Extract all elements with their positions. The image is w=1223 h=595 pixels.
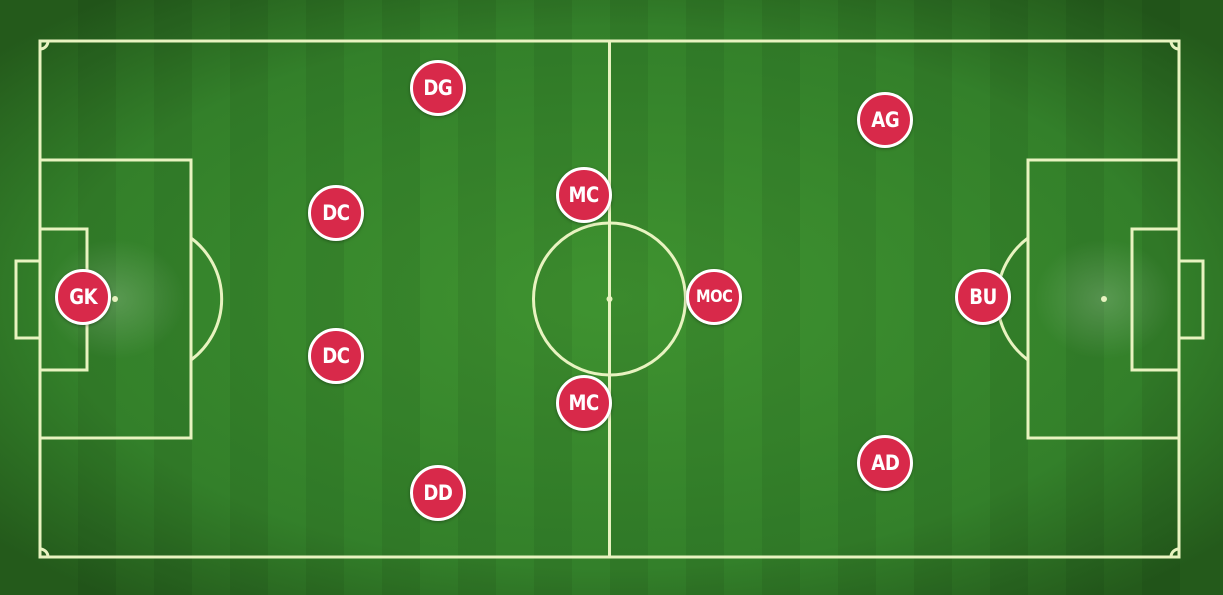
player-token-ag[interactable]: AG [857, 92, 913, 148]
player-token-mc-top[interactable]: MC [556, 167, 612, 223]
corner-arc-bottom-left [39, 547, 50, 558]
player-token-mc-bottom[interactable]: MC [556, 375, 612, 431]
grass-stripe [914, 0, 952, 595]
corner-arc-top-left [39, 40, 50, 51]
player-label: GK [69, 284, 97, 309]
left-penalty-arc [190, 236, 224, 362]
grass-stripe [838, 0, 876, 595]
corner-arc-top-right [1169, 40, 1180, 51]
grass-stripes [78, 0, 1180, 595]
player-token-dd[interactable]: DD [410, 465, 466, 521]
player-label: MC [568, 182, 600, 207]
center-spot [606, 296, 613, 302]
player-token-dc-right[interactable]: DC [308, 328, 364, 384]
corner-arc-bottom-right [1169, 547, 1180, 558]
player-token-bu[interactable]: BU [955, 269, 1011, 325]
player-label: DG [423, 75, 453, 100]
player-label: AG [871, 107, 899, 132]
right-penalty-spot [1101, 296, 1107, 302]
grass-stripe [230, 0, 268, 595]
player-label: DC [322, 343, 350, 368]
player-token-dc-left[interactable]: DC [308, 185, 364, 241]
player-label: DD [423, 480, 453, 505]
center-circle [532, 221, 687, 377]
grass-stripe [306, 0, 344, 595]
player-token-ad[interactable]: AD [857, 435, 913, 491]
grass-stripe [762, 0, 800, 595]
player-token-moc[interactable]: MOC [686, 269, 742, 325]
right-goal [1177, 259, 1205, 340]
grass-stripe [534, 0, 572, 595]
player-label: DC [322, 200, 350, 225]
player-label: BU [969, 284, 997, 309]
left-penalty-spot [112, 296, 118, 302]
player-label: AD [870, 450, 900, 475]
left-goal [14, 259, 42, 340]
player-label: MOC [695, 286, 733, 307]
player-token-dg[interactable]: DG [410, 60, 466, 116]
player-label: MC [568, 390, 600, 415]
grass-stripe [610, 0, 648, 595]
player-token-gk[interactable]: GK [55, 269, 111, 325]
